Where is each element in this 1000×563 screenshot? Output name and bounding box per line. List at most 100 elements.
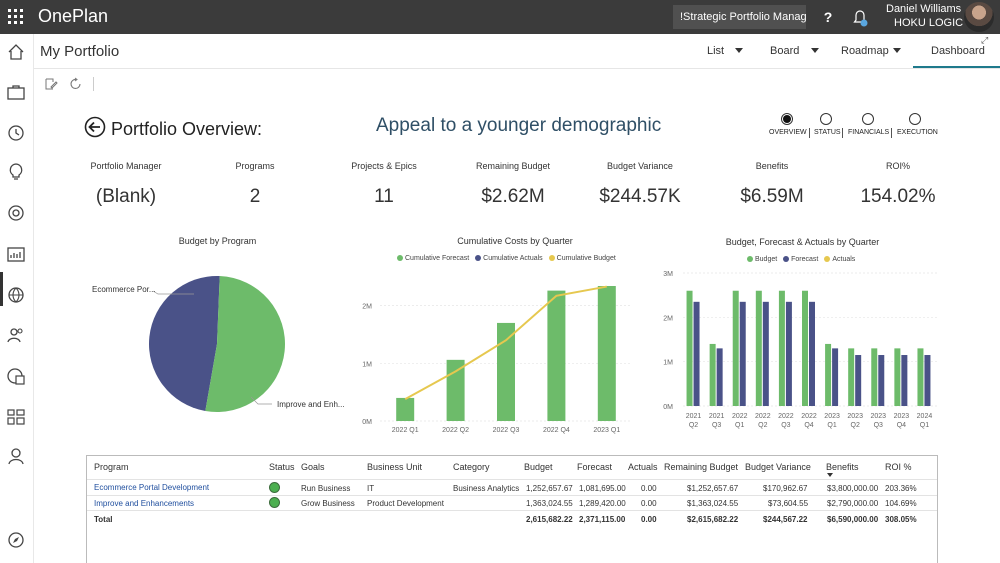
- tab-board[interactable]: Board: [770, 45, 800, 57]
- sort-descending-icon[interactable]: [827, 473, 833, 477]
- globe-icon[interactable]: [6, 285, 26, 305]
- tab-board-menu-icon[interactable]: [811, 48, 819, 53]
- x-tick-label: 2021: [709, 413, 725, 420]
- tab-dashboard[interactable]: Dashboard: [931, 45, 985, 57]
- refresh-icon[interactable]: [69, 77, 83, 91]
- budget-bar[interactable]: [709, 343, 716, 406]
- nav-label-overview[interactable]: OVERVIEW: [769, 129, 807, 136]
- program-link[interactable]: Improve and Enhancements: [94, 499, 195, 508]
- app-launcher-icon[interactable]: [8, 9, 24, 25]
- nav-radio-execution[interactable]: [909, 113, 921, 125]
- budget-bar[interactable]: [894, 348, 901, 406]
- portfolio-selector[interactable]: !Strategic Portfolio Manager: [673, 5, 806, 29]
- column-header[interactable]: ROI %: [885, 462, 912, 472]
- cumulative-forecast-bar[interactable]: [396, 397, 415, 421]
- pie-slice[interactable]: [148, 276, 220, 411]
- column-header[interactable]: Business Unit: [367, 462, 423, 472]
- x-tick-label: 2022 Q4: [543, 427, 570, 434]
- compass-icon[interactable]: [6, 530, 26, 550]
- cumulative-costs-chart[interactable]: 0M 1M 2M 2022 Q1 2022 Q2 2022 Q3 2022 Q4 2023 Q…: [350, 265, 640, 440]
- cumulative-forecast-bar[interactable]: [446, 359, 465, 421]
- x-tick-label: Q3: [874, 422, 883, 429]
- budget-bar[interactable]: [917, 348, 924, 406]
- tab-list[interactable]: List: [707, 45, 725, 57]
- budget-bar[interactable]: [686, 290, 693, 406]
- x-tick-label: 2024: [917, 413, 933, 420]
- help-button[interactable]: ?: [823, 9, 833, 25]
- budget-bar[interactable]: [825, 343, 832, 406]
- cumulative-forecast-bar[interactable]: [547, 290, 566, 421]
- column-header[interactable]: Budget Variance: [745, 462, 811, 472]
- back-arrow-icon[interactable]: [84, 116, 106, 138]
- nav-radio-overview[interactable]: [781, 113, 793, 125]
- column-header[interactable]: Category: [453, 462, 490, 472]
- table-cell: IT: [367, 484, 375, 493]
- legend-label: Actuals: [832, 256, 856, 263]
- edit-icon[interactable]: [44, 77, 58, 91]
- forecast-bar[interactable]: [878, 355, 885, 406]
- column-header[interactable]: Status: [269, 462, 295, 472]
- table-cell: $170,962.67: [763, 484, 808, 493]
- nav-label-status[interactable]: STATUS: [814, 129, 841, 136]
- cumulative-budget-line[interactable]: [404, 285, 607, 400]
- forecast-bar[interactable]: [693, 301, 700, 406]
- column-header[interactable]: Goals: [301, 462, 325, 472]
- notifications-button[interactable]: [850, 6, 870, 28]
- pie-label: Ecommerce Por...: [92, 285, 156, 294]
- people-icon[interactable]: [6, 325, 26, 345]
- tab-roadmap-menu-icon[interactable]: [893, 48, 901, 53]
- nav-label-execution[interactable]: EXECUTION: [897, 129, 938, 136]
- nav-label-financials[interactable]: FINANCIALS: [848, 129, 890, 136]
- lightbulb-icon[interactable]: [6, 162, 26, 182]
- forecast-bar[interactable]: [832, 348, 839, 406]
- budget-by-program-chart[interactable]: Ecommerce Por... Improve and Enh...: [86, 250, 366, 430]
- forecast-bar[interactable]: [855, 355, 862, 406]
- row-divider-line: [87, 495, 937, 496]
- person-icon[interactable]: [6, 446, 26, 466]
- row-divider-line: [87, 510, 937, 511]
- forecast-bar[interactable]: [785, 301, 792, 406]
- briefcase-icon[interactable]: [6, 82, 26, 102]
- home-icon[interactable]: [6, 42, 26, 62]
- target-icon[interactable]: [6, 203, 26, 223]
- column-header[interactable]: Forecast: [577, 462, 613, 472]
- y-tick-label: 1M: [663, 360, 673, 367]
- forecast-bar[interactable]: [901, 355, 908, 406]
- avatar[interactable]: [964, 2, 994, 32]
- forecast-bar[interactable]: [739, 301, 746, 406]
- forecast-bar[interactable]: [716, 348, 723, 406]
- nav-radio-status[interactable]: [820, 113, 832, 125]
- budget-bar[interactable]: [778, 290, 785, 406]
- column-header[interactable]: Program: [94, 462, 129, 472]
- budget-bar[interactable]: [871, 348, 878, 406]
- column-header[interactable]: Benefits: [826, 462, 859, 472]
- quarterly-chart[interactable]: 0M 1M 2M 3M 2021 Q2 2021 Q3 2022 Q1 2022 Q2 2022 Q3 20…: [655, 265, 945, 440]
- budget-bar[interactable]: [732, 290, 739, 406]
- cumulative-forecast-bar[interactable]: [597, 286, 616, 421]
- pie-slice[interactable]: [205, 276, 285, 412]
- x-tick-label: 2022 Q2: [442, 427, 469, 434]
- total-cell: 308.05%: [885, 515, 917, 524]
- legend-label: Cumulative Forecast: [405, 255, 470, 262]
- forecast-bar[interactable]: [762, 301, 769, 406]
- cumulative-forecast-bar[interactable]: [497, 322, 515, 421]
- tab-list-menu-icon[interactable]: [735, 48, 743, 53]
- x-tick-label: Q1: [920, 422, 929, 429]
- expand-icon[interactable]: ⤢: [981, 35, 989, 45]
- column-header[interactable]: Remaining Budget: [664, 462, 739, 472]
- nav-radio-financials[interactable]: [862, 113, 874, 125]
- forecast-bar[interactable]: [809, 301, 815, 406]
- column-header[interactable]: Actuals: [628, 462, 658, 472]
- clock-icon[interactable]: [6, 122, 26, 142]
- tab-roadmap[interactable]: Roadmap: [841, 45, 889, 57]
- program-link[interactable]: Ecommerce Portal Development: [94, 483, 210, 492]
- forecast-bar[interactable]: [924, 355, 931, 406]
- hierarchy-icon[interactable]: [6, 407, 26, 427]
- status-indicator: [269, 497, 280, 508]
- dashboard-icon[interactable]: [6, 244, 26, 264]
- budget-bar[interactable]: [755, 290, 762, 406]
- budget-bar[interactable]: [848, 348, 855, 406]
- analytics-icon[interactable]: [6, 366, 26, 386]
- budget-bar[interactable]: [802, 290, 808, 406]
- column-header[interactable]: Budget: [524, 462, 553, 472]
